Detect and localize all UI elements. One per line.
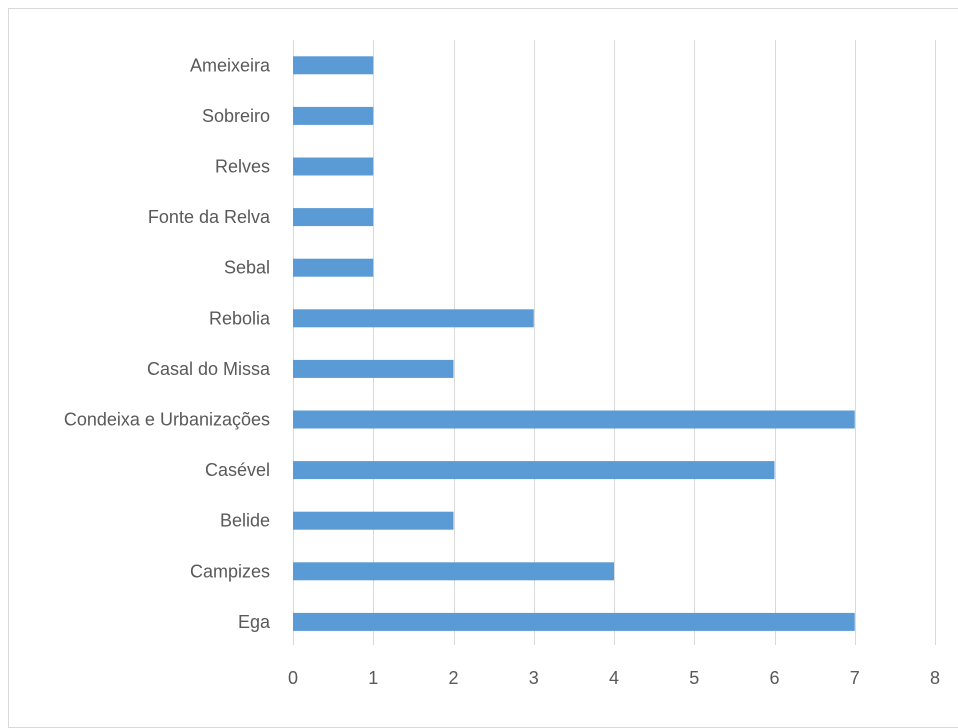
bars: [293, 56, 855, 631]
x-tick-label-8: 8: [930, 668, 940, 688]
bar-5: [293, 259, 373, 277]
x-tick-label-6: 6: [769, 668, 779, 688]
x-tick-label-4: 4: [609, 668, 619, 688]
grid-lines: [294, 40, 936, 645]
bar-8: [293, 411, 855, 429]
category-label-5: Sebal: [224, 258, 270, 278]
category-label-12: Ega: [238, 612, 271, 632]
x-tick-label-5: 5: [689, 668, 699, 688]
category-label-10: Belide: [220, 511, 270, 531]
bar-6: [293, 309, 534, 327]
category-label-6: Rebolia: [209, 308, 271, 328]
category-label-3: Relves: [215, 157, 270, 177]
bar-7: [293, 360, 454, 378]
category-label-11: Campizes: [190, 561, 270, 581]
category-label-2: Sobreiro: [202, 106, 270, 126]
category-label-9: Casével: [205, 460, 270, 480]
category-label-4: Fonte da Relva: [148, 207, 271, 227]
bar-chart: Ameixeira Sobreiro Relves Fonte da Relva Seb…: [0, 0, 958, 701]
bar-10: [293, 512, 454, 530]
bar-1: [293, 56, 373, 74]
bar-12: [293, 613, 855, 631]
bar-4: [293, 208, 373, 226]
category-label-7: Casal do Missa: [147, 359, 271, 379]
bar-11: [293, 562, 614, 580]
x-tick-label-3: 3: [529, 668, 539, 688]
x-tick-label-0: 0: [288, 668, 298, 688]
category-label-1: Ameixeira: [190, 55, 271, 75]
x-tick-label-7: 7: [850, 668, 860, 688]
x-axis-tick-labels: 0 1 2 3 4 5 6 7 8: [288, 668, 940, 688]
category-labels: Ameixeira Sobreiro Relves Fonte da Relva Seb…: [64, 55, 271, 632]
category-label-8: Condeixa e Urbanizações: [64, 410, 270, 430]
bar-3: [293, 158, 373, 176]
bar-2: [293, 107, 373, 125]
x-tick-label-1: 1: [368, 668, 378, 688]
x-tick-label-2: 2: [448, 668, 458, 688]
bar-9: [293, 461, 775, 479]
